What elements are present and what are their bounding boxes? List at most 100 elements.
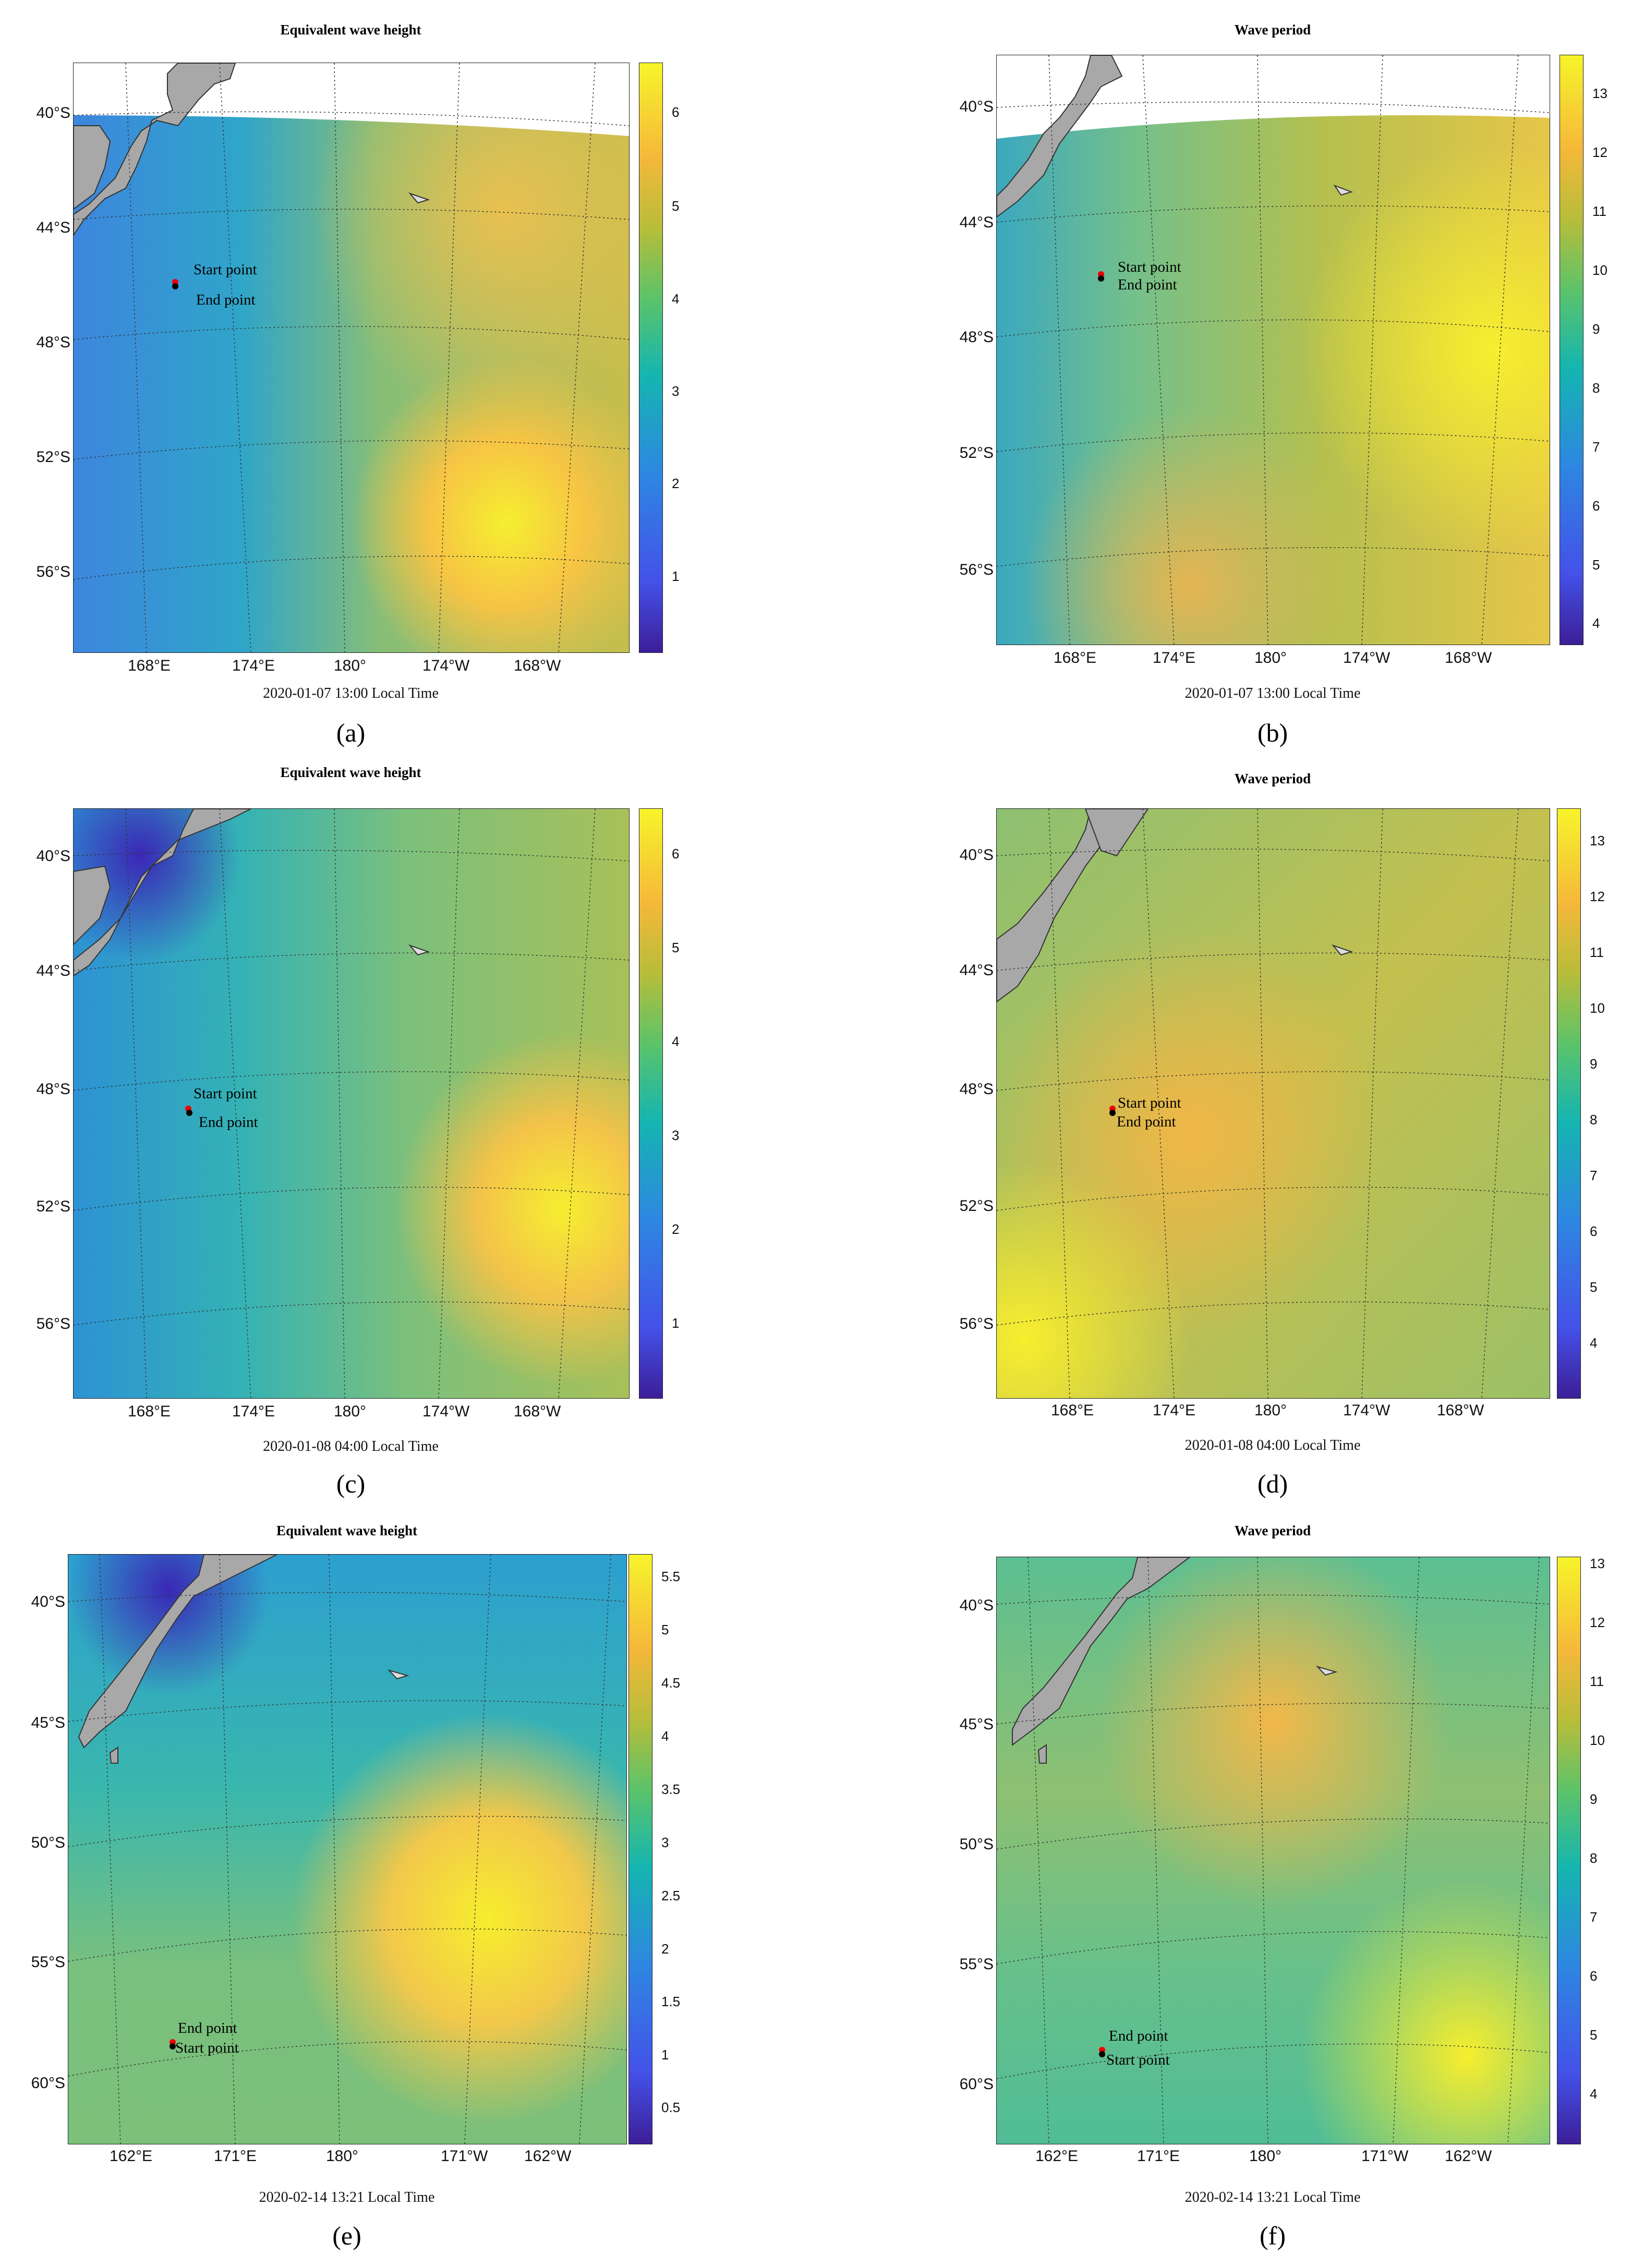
colorbar: [639, 808, 663, 1399]
start-label: Start point: [194, 261, 257, 278]
lon-label: 168°E: [1054, 649, 1097, 666]
end-point-marker: [186, 1110, 192, 1116]
landmass: [74, 809, 251, 977]
colorbar-tick: 4: [661, 1728, 669, 1744]
lon-label: 168°W: [1445, 649, 1492, 666]
colorbar-tick: 12: [1592, 144, 1607, 160]
colorbar-tick: 6: [1590, 1968, 1598, 1984]
colorbar-tick: 5: [672, 198, 680, 214]
lat-label: 48°S: [36, 1081, 70, 1098]
colorbar-tick: 5: [1592, 557, 1600, 573]
lon-label: 162°E: [1035, 2148, 1079, 2165]
colorbar-tick: 7: [1590, 1909, 1598, 1925]
timestamp: 2020-01-08 04:00 Local Time: [1184, 1437, 1361, 1453]
colorbar: [1557, 808, 1581, 1399]
lat-label: 55°S: [31, 1954, 65, 1971]
end-label: End point: [1117, 1113, 1176, 1130]
lon-label: 162°W: [1445, 2148, 1492, 2165]
lat-label: 44°S: [36, 219, 70, 236]
lon-label: 168°W: [514, 657, 561, 674]
panel-label: (d): [1257, 1469, 1288, 1498]
lon-label: 174°W: [422, 1403, 470, 1420]
lat-label: 56°S: [959, 1315, 994, 1332]
map-area: End point Start point: [996, 1557, 1550, 2144]
lat-label: 50°S: [959, 1836, 994, 1853]
colorbar-tick: 12: [1590, 889, 1605, 904]
lon-label: 168°E: [128, 657, 171, 674]
colorbar-tick: 3: [672, 1127, 680, 1143]
lon-label: 162°W: [524, 2148, 572, 2165]
colorbar: [639, 63, 663, 653]
colorbar-tick: 5: [672, 940, 680, 955]
start-label: Start point: [1118, 259, 1181, 275]
colorbar-tick: 5.5: [661, 1569, 681, 1584]
colorbar-tick: 11: [1590, 944, 1604, 960]
colorbar-tick: 9: [1592, 321, 1600, 337]
colorbar-tick: 10: [1590, 1732, 1605, 1748]
colorbar-tick: 1: [661, 2047, 669, 2063]
lon-label: 168°W: [514, 1403, 561, 1420]
chart-title: Equivalent wave height: [280, 22, 421, 38]
colorbar-tick: 10: [1592, 262, 1607, 278]
start-label: Start point: [1118, 1095, 1181, 1111]
chart-title: Equivalent wave height: [276, 1523, 418, 1538]
panel-label: (c): [336, 1469, 366, 1498]
timestamp: 2020-02-14 13:21 Local Time: [1184, 2189, 1361, 2205]
colorbar-tick: 0.5: [661, 2100, 681, 2115]
chart-title: Wave period: [1234, 1523, 1311, 1538]
lon-label: 180°: [1254, 649, 1287, 666]
lat-label: 44°S: [959, 214, 994, 231]
end-point-marker: [172, 283, 178, 289]
panel-f: Wave period End point Start point 4: [923, 1502, 1632, 2268]
panel-label: (b): [1257, 718, 1288, 747]
start-label: Start point: [175, 2040, 239, 2056]
colorbar-tick: 6: [672, 104, 680, 120]
colorbar-tick: 5: [1590, 1279, 1598, 1295]
start-marker-arrow: [1315, 1666, 1338, 1676]
colorbar-tick: 9: [1590, 1791, 1598, 1807]
colorbar-tick: 8: [1590, 1112, 1598, 1127]
end-label: End point: [196, 292, 256, 308]
start-point-marker: [1099, 2051, 1105, 2057]
colorbar-tick: 9: [1590, 1056, 1598, 1072]
lat-label: 56°S: [36, 1315, 70, 1332]
landmass: [997, 809, 1133, 1003]
panel-a: Equivalent wave height Start point End p…: [0, 0, 816, 751]
lon-label: 180°: [334, 657, 367, 674]
landmass: [1012, 1557, 1191, 1746]
lat-label: 52°S: [36, 1198, 70, 1215]
colorbar-tick: 8: [1592, 380, 1600, 396]
timestamp: 2020-02-14 13:21 Local Time: [259, 2189, 435, 2205]
colorbar-tick: 6: [1592, 498, 1600, 514]
heatmap-svg: [68, 1555, 626, 2144]
heatmap-svg: [997, 809, 1550, 1398]
lon-label: 171°W: [441, 2148, 488, 2165]
colorbar-tick: 3: [672, 383, 680, 399]
colorbar-tick: 6: [672, 846, 680, 862]
timestamp: 2020-01-07 13:00 Local Time: [1184, 685, 1361, 701]
start-point-marker: [170, 2043, 176, 2049]
panel-c: Equivalent wave height Start point End p…: [0, 751, 816, 1502]
lat-label: 45°S: [959, 1716, 994, 1733]
colorbar-tick: 5: [1590, 2027, 1598, 2043]
lat-label: 44°S: [959, 962, 994, 979]
lat-label: 40°S: [36, 847, 70, 865]
colorbar-tick: 1.5: [661, 1994, 681, 2009]
colorbar: [1560, 55, 1583, 645]
colorbar-tick: 4: [1590, 1335, 1598, 1351]
colorbar-tick: 2: [661, 1941, 669, 1957]
lat-label: 56°S: [959, 561, 994, 578]
lon-label: 162°E: [110, 2148, 153, 2165]
start-marker-arrow: [1333, 184, 1353, 196]
lat-label: 44°S: [36, 962, 70, 979]
colorbar-tick: 4: [1590, 2086, 1598, 2102]
lat-label: 40°S: [959, 98, 994, 115]
start-marker-arrow: [408, 944, 430, 956]
lat-label: 60°S: [959, 2076, 994, 2093]
end-point-marker: [1098, 275, 1104, 282]
lon-label: 174°W: [1343, 649, 1391, 666]
lon-label: 180°: [1254, 1402, 1287, 1419]
colorbar-tick: 6: [1590, 1223, 1598, 1239]
lon-label: 168°W: [1437, 1402, 1484, 1419]
lat-label: 40°S: [959, 1597, 994, 1614]
